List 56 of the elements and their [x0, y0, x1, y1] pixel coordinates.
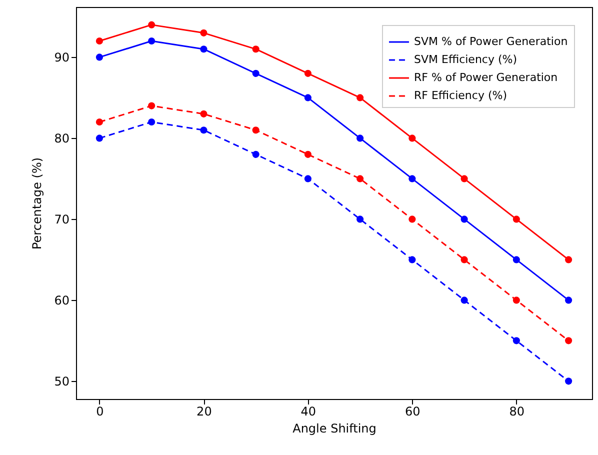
point: [460, 175, 468, 182]
point: [148, 102, 156, 110]
point: [148, 21, 156, 28]
point: [512, 216, 520, 223]
y-tick-label: 80: [54, 132, 70, 146]
point: [96, 37, 103, 45]
point: [356, 134, 364, 142]
legend-label: RF Efficiency (%): [414, 89, 507, 102]
point: [252, 70, 260, 77]
point: [356, 216, 364, 223]
point: [200, 126, 208, 134]
y-axis-title: Percentage (%): [30, 157, 44, 250]
point: [512, 256, 520, 264]
x-tick-label: 60: [405, 404, 420, 418]
point: [200, 110, 208, 118]
legend-label: SVM % of Power Generation: [414, 35, 568, 48]
x-tick-label: 20: [196, 404, 212, 418]
point: [408, 134, 416, 142]
point: [460, 256, 468, 264]
point: [565, 256, 572, 264]
point: [356, 175, 364, 182]
x-tick-label: 40: [300, 404, 316, 418]
point: [96, 54, 103, 61]
point: [252, 126, 260, 134]
point: [460, 296, 468, 304]
point: [408, 256, 416, 264]
point: [512, 296, 520, 304]
x-axis-title: Angle Shifting: [292, 422, 376, 436]
legend-label: RF % of Power Generation: [414, 71, 558, 84]
point: [565, 378, 572, 385]
point: [252, 46, 260, 53]
point: [304, 175, 312, 182]
point: [304, 150, 312, 158]
point: [460, 216, 468, 223]
point: [565, 296, 572, 304]
point: [252, 150, 260, 158]
point: [200, 29, 208, 36]
point: [408, 175, 416, 182]
y-tick-label: 60: [54, 294, 70, 308]
point: [565, 337, 572, 344]
point: [200, 46, 208, 53]
point: [512, 337, 520, 344]
point: [356, 94, 364, 102]
y-tick-label: 90: [54, 50, 70, 65]
x-tick-label: 0: [96, 404, 104, 418]
point: [96, 134, 103, 142]
point: [96, 118, 103, 126]
y-tick-label: 70: [54, 212, 70, 227]
point: [304, 70, 312, 77]
point: [148, 37, 156, 45]
point: [148, 118, 156, 126]
legend-label: SVM Efficiency (%): [414, 53, 518, 66]
y-tick-label: 50: [54, 374, 70, 389]
point: [304, 94, 312, 102]
x-tick-label: 80: [509, 404, 525, 418]
point: [408, 216, 416, 223]
